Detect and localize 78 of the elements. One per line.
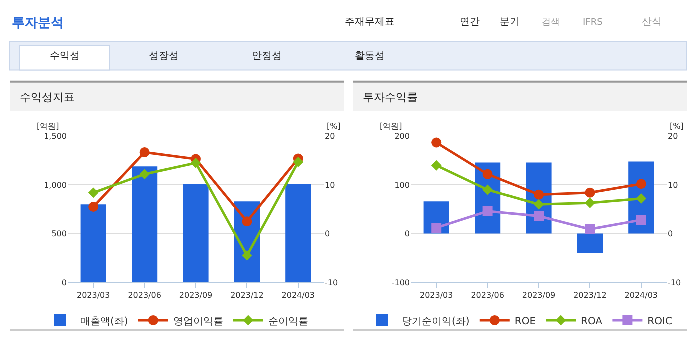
y2-tick-label: 20	[668, 132, 678, 142]
y-tick-label: 100	[394, 180, 410, 190]
y-tick-label: -100	[392, 278, 410, 288]
legend-label: 매출액(좌)	[80, 316, 128, 328]
text: 안정성	[252, 51, 282, 62]
chart-title: 수익성지표	[20, 91, 75, 104]
bar	[183, 184, 209, 282]
legend-label: ROE	[514, 316, 536, 328]
x-tick-label: 2023/03	[76, 291, 110, 300]
point	[636, 194, 647, 204]
point	[482, 206, 493, 216]
text: 수익성	[50, 51, 80, 62]
x-tick-label: 2024/03	[282, 291, 316, 300]
y-tick-label: 0	[404, 230, 410, 239]
text: 주재무제표	[345, 17, 395, 28]
legend-label: 당기순이익(좌)	[402, 316, 470, 328]
y2-tick-label: 20	[325, 132, 336, 142]
bar	[80, 204, 106, 282]
x-tick-label: 2023/12	[230, 291, 264, 300]
text: 활동성	[355, 51, 385, 62]
bar	[286, 184, 312, 282]
y-axis-title: [억원]	[37, 122, 60, 131]
y-axis-title: [억원]	[380, 122, 402, 131]
legend-label: 순이익률	[268, 316, 308, 328]
bar	[577, 234, 603, 254]
point	[432, 138, 442, 148]
y2-tick-label: 0	[325, 230, 330, 239]
point	[431, 160, 442, 171]
point	[293, 157, 304, 168]
y-tick-label: 500	[52, 230, 67, 239]
text: 산식	[642, 17, 662, 28]
point	[242, 216, 252, 227]
chart-title: 투자수익률	[363, 91, 418, 104]
point	[88, 188, 99, 198]
y2-tick-label: -10	[668, 278, 682, 288]
text: 연간	[460, 17, 480, 28]
y-tick-label: 1,000	[44, 180, 67, 190]
x-tick-label: 2023/09	[179, 291, 213, 300]
point	[140, 169, 150, 180]
text: 성장성	[149, 51, 179, 62]
point	[534, 199, 544, 210]
y-tick-label: 0	[62, 278, 67, 288]
point	[534, 211, 544, 222]
point	[636, 179, 646, 190]
y-tick-label: 200	[394, 132, 410, 142]
x-tick-label: 2023/06	[471, 291, 504, 300]
legend-label: ROIC	[648, 316, 672, 328]
point	[482, 169, 493, 180]
point	[585, 188, 596, 198]
point	[636, 215, 646, 226]
y2-tick-label: -10	[325, 278, 338, 288]
x-tick-label: 2023/06	[128, 291, 162, 300]
text: 검색	[542, 18, 560, 28]
legend-label: 영업이익률	[173, 316, 224, 328]
legend-label: ROA	[581, 316, 603, 328]
y2-tick-label: 10	[668, 180, 678, 190]
x-tick-label: 2023/09	[522, 291, 556, 300]
x-tick-label: 2023/03	[420, 291, 454, 300]
text: 투자분석	[12, 16, 64, 31]
x-tick-label: 2024/03	[624, 291, 658, 300]
point	[482, 184, 493, 196]
point	[88, 202, 99, 212]
point	[140, 147, 150, 158]
point	[242, 250, 252, 261]
point	[432, 222, 442, 233]
text: IFRS	[583, 18, 604, 28]
y2-tick-label: 10	[325, 180, 336, 190]
point	[534, 190, 544, 200]
point	[585, 224, 596, 234]
y-tick-label: 1,500	[44, 132, 67, 142]
bar	[132, 166, 158, 282]
x-tick-label: 2023/12	[574, 291, 607, 300]
y2-axis-title: [%]	[327, 122, 341, 131]
text: 분기	[500, 17, 520, 28]
point	[190, 158, 202, 168]
y2-axis-title: [%]	[670, 122, 684, 131]
y2-tick-label: 0	[668, 230, 674, 239]
point	[585, 198, 596, 208]
